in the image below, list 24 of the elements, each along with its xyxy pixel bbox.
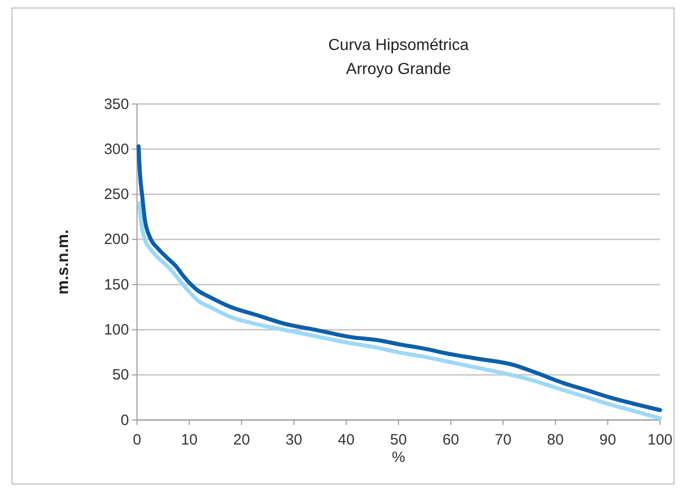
x-tick-label: 70 (494, 432, 512, 448)
y-tick-label: 50 (112, 366, 129, 384)
x-tick-label: 80 (547, 432, 564, 448)
x-tick-label: 100 (647, 432, 673, 448)
x-tick-label: 0 (132, 432, 142, 448)
y-tick-label: 250 (104, 186, 129, 204)
chart-title: Curva Hipsométrica Arroyo Grande (328, 37, 469, 78)
x-tick-label: 20 (233, 432, 250, 448)
y-tick-label: 0 (120, 412, 129, 429)
x-tick-label: 50 (390, 432, 407, 448)
x-tick-label: 30 (286, 432, 302, 448)
x-tick-label: 40 (338, 432, 355, 448)
y-axis-title: m.s.n.m. (55, 230, 72, 294)
y-tick-label: 100 (104, 322, 129, 339)
x-tick-label: 90 (599, 432, 616, 448)
x-tick-label: 10 (180, 432, 198, 448)
line-series (136, 144, 662, 412)
y-tick-label: 300 (104, 140, 129, 158)
y-tick-label: 200 (104, 231, 129, 248)
y-tick-label: 350 (104, 96, 129, 113)
line-series (137, 201, 662, 420)
x-axis-title: % (392, 449, 406, 466)
x-tick-label: 60 (442, 432, 460, 448)
y-tick-label: 150 (104, 276, 129, 294)
